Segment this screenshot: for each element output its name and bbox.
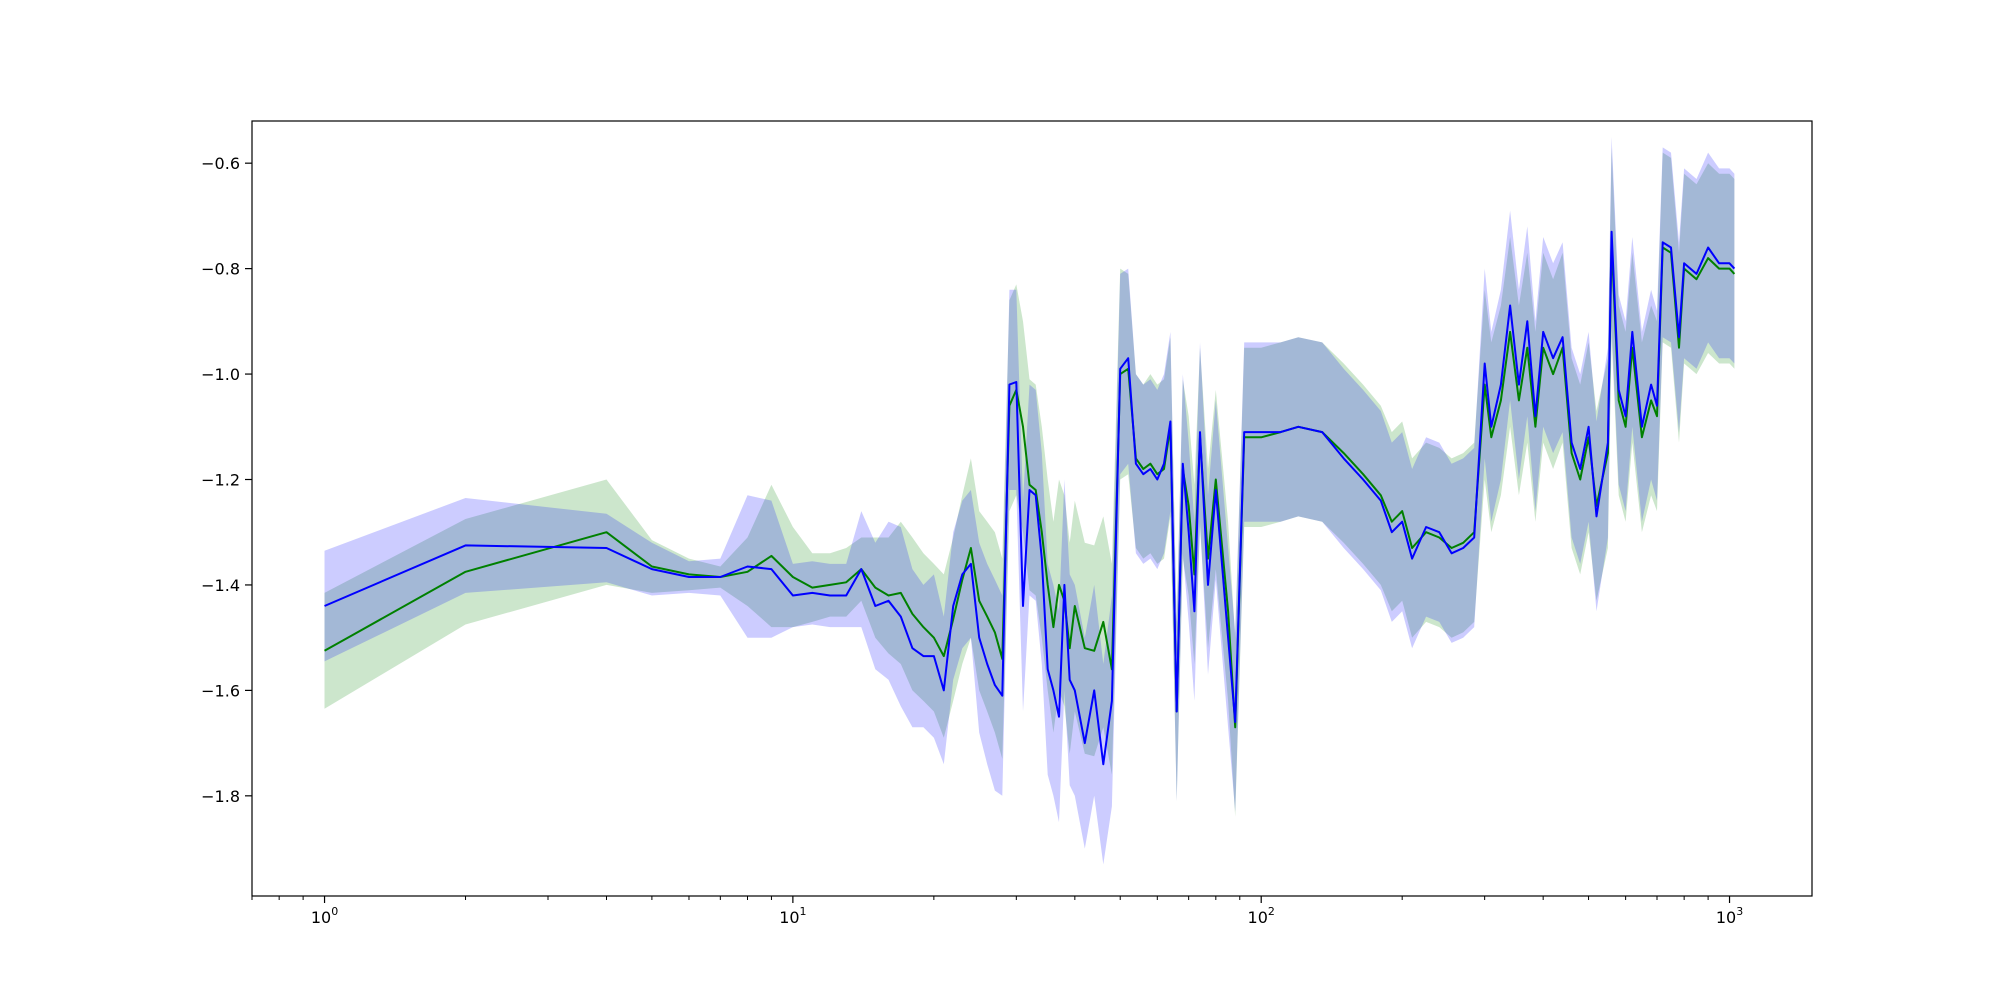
- y-tick-label: −1.2: [201, 471, 240, 490]
- x-tick-label: 102: [1248, 905, 1275, 927]
- y-tick-label: −1.4: [201, 576, 240, 595]
- x-tick-label: 101: [779, 905, 806, 927]
- series-2-line: [324, 230, 1736, 766]
- x-axis: 100 101 102 103: [251, 896, 1743, 927]
- y-tick-label: −0.6: [201, 154, 240, 173]
- y-axis: −0.6 −0.8 −1.0 −1.2 −1.4 −1.6 −1.8: [201, 154, 252, 806]
- series-lines: [324, 230, 1736, 766]
- y-tick-label: −1.0: [201, 365, 240, 384]
- plot-frame: [251, 120, 1813, 897]
- y-tick-label: −0.8: [201, 260, 240, 279]
- x-tick-label: 100: [311, 905, 338, 927]
- y-tick-label: −1.6: [201, 681, 240, 700]
- y-tick-label: −1.8: [201, 787, 240, 806]
- x-tick-label: 103: [1716, 905, 1743, 927]
